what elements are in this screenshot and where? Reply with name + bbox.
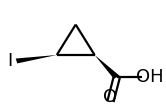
Text: OH: OH <box>136 68 164 86</box>
Text: O: O <box>103 87 118 105</box>
Text: I: I <box>7 52 12 70</box>
Polygon shape <box>16 55 57 63</box>
Polygon shape <box>95 55 120 79</box>
